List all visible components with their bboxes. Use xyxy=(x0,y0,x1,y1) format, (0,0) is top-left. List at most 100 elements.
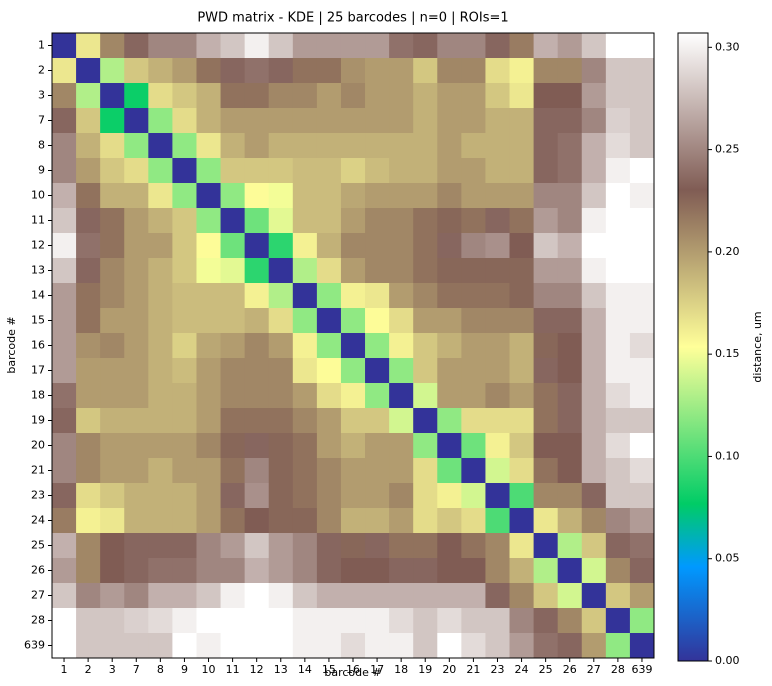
heatmap-cell xyxy=(316,408,342,434)
heatmap-cell xyxy=(485,558,511,584)
heatmap-cell xyxy=(100,208,125,234)
heatmap-cell xyxy=(172,408,197,434)
heatmap-cell xyxy=(365,458,390,484)
heatmap-cell xyxy=(365,83,390,109)
heatmap-cell xyxy=(244,108,270,134)
heatmap-cell xyxy=(124,133,149,159)
heatmap-cell xyxy=(196,483,222,509)
heatmap-cell xyxy=(244,308,270,334)
heatmap-cell xyxy=(413,83,438,109)
heatmap-cell xyxy=(461,283,486,309)
colorbar-tick-label: 0.15 xyxy=(715,347,740,360)
heatmap-cell xyxy=(461,233,486,259)
heatmap-cell xyxy=(533,258,559,284)
heatmap-cell xyxy=(413,583,438,609)
heatmap-cell xyxy=(437,408,462,434)
x-tick-label: 3 xyxy=(109,663,116,676)
heatmap-cell xyxy=(413,558,438,584)
heatmap-cell xyxy=(509,433,535,459)
heatmap-cell xyxy=(629,358,655,384)
heatmap-cell xyxy=(605,558,631,584)
heatmap-cell xyxy=(581,58,607,84)
heatmap-cell xyxy=(76,58,101,84)
heatmap-cell xyxy=(268,208,294,234)
heatmap-cell xyxy=(533,283,559,309)
heatmap-cell xyxy=(316,583,342,609)
heatmap-cell xyxy=(557,33,583,59)
heatmap-cell xyxy=(509,83,535,109)
heatmap-cell xyxy=(389,558,414,584)
heatmap-cell xyxy=(340,108,366,134)
heatmap-cell xyxy=(316,83,342,109)
heatmap-cell xyxy=(52,633,77,659)
heatmap-cell xyxy=(292,208,318,234)
heatmap-cell xyxy=(340,533,366,559)
heatmap-cell xyxy=(461,483,486,509)
x-tick-label: 21 xyxy=(466,663,480,676)
heatmap-cell xyxy=(292,258,318,284)
heatmap-cell xyxy=(100,583,125,609)
heatmap-cell xyxy=(485,83,511,109)
heatmap-cell xyxy=(196,308,222,334)
heatmap-cell xyxy=(340,558,366,584)
heatmap-cell xyxy=(365,408,390,434)
heatmap-cell xyxy=(196,633,222,659)
heatmap-cell xyxy=(292,608,318,634)
heatmap-cell xyxy=(605,508,631,534)
heatmap-cell xyxy=(461,533,486,559)
heatmap-cell xyxy=(340,183,366,209)
heatmap-cell xyxy=(557,508,583,534)
heatmap-cell xyxy=(220,183,246,209)
heatmap-cell xyxy=(557,533,583,559)
heatmap-cell xyxy=(461,208,486,234)
heatmap-cell xyxy=(605,633,631,659)
heatmap-cell xyxy=(581,433,607,459)
heatmap-cell xyxy=(268,58,294,84)
heatmap-cell xyxy=(533,533,559,559)
heatmap-cell xyxy=(244,158,270,184)
heatmap-cell xyxy=(437,533,462,559)
heatmap-cell xyxy=(244,583,270,609)
heatmap-cell xyxy=(389,583,414,609)
heatmap-cell xyxy=(268,533,294,559)
heatmap-cell xyxy=(124,308,149,334)
heatmap-cell xyxy=(52,83,77,109)
heatmap-cell xyxy=(76,308,101,334)
heatmap-cell xyxy=(509,408,535,434)
heatmap-cell xyxy=(557,333,583,359)
heatmap-cell xyxy=(244,283,270,309)
heatmap-cell xyxy=(389,433,414,459)
heatmap-cell xyxy=(268,283,294,309)
heatmap-cell xyxy=(437,33,462,59)
heatmap-cell xyxy=(533,83,559,109)
heatmap-cell xyxy=(605,58,631,84)
heatmap-cell xyxy=(581,158,607,184)
heatmap-cell xyxy=(100,633,125,659)
heatmap-cell xyxy=(605,583,631,609)
heatmap-cell xyxy=(124,483,149,509)
heatmap-cell xyxy=(581,558,607,584)
chart-title: PWD matrix - KDE | 25 barcodes | n=0 | R… xyxy=(197,11,508,26)
heatmap-cell xyxy=(196,508,222,534)
heatmap-cell xyxy=(413,258,438,284)
heatmap-cell xyxy=(100,283,125,309)
heatmap-cell xyxy=(124,458,149,484)
heatmap-cell xyxy=(389,108,414,134)
heatmap-cell xyxy=(76,108,101,134)
heatmap-cell xyxy=(292,83,318,109)
heatmap-cell xyxy=(172,433,197,459)
heatmap-cell xyxy=(413,433,438,459)
heatmap-cell xyxy=(437,483,462,509)
x-tick-label: 16 xyxy=(346,663,360,676)
heatmap-cell xyxy=(76,358,101,384)
heatmap-cell xyxy=(413,108,438,134)
heatmap-cell xyxy=(316,483,342,509)
heatmap-cell xyxy=(581,308,607,334)
heatmap-cell xyxy=(605,233,631,259)
heatmap-cell xyxy=(581,183,607,209)
heatmap-cell xyxy=(581,83,607,109)
heatmap-cell xyxy=(605,533,631,559)
heatmap-cell xyxy=(461,358,486,384)
heatmap-cell xyxy=(581,233,607,259)
heatmap-cell xyxy=(437,108,462,134)
